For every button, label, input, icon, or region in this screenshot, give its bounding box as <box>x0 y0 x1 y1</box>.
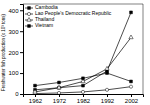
series-line <box>35 87 131 94</box>
x-tick: 1972 <box>53 94 67 104</box>
x-tick: 2002 <box>125 94 139 104</box>
series-line <box>35 12 131 89</box>
x-tick: 1992 <box>101 94 115 104</box>
series-marker <box>33 89 37 93</box>
legend-swatch <box>27 12 30 15</box>
x-tick: 1982 <box>77 94 91 104</box>
y-tick-label: 100 <box>8 70 19 76</box>
legend: CambodiaLao People's Democratic Republic… <box>25 4 112 28</box>
series-marker <box>34 84 37 87</box>
y-tick-mark <box>20 73 23 74</box>
series-line <box>35 73 131 86</box>
series-marker <box>129 35 133 39</box>
legend-swatch <box>25 26 33 27</box>
legend-item: Vietnam <box>25 22 53 28</box>
y-axis-title: Freshwater fish production (x 10³ tons) <box>1 13 6 91</box>
series-marker <box>57 91 60 94</box>
x-tick-mark <box>131 94 132 97</box>
series-marker <box>82 84 85 87</box>
y-tick: 0 <box>15 91 23 97</box>
y-tick-mark <box>20 52 23 53</box>
series-marker <box>105 66 109 70</box>
series-marker <box>130 11 133 14</box>
series-marker <box>106 72 109 75</box>
y-axis-line <box>20 5 24 95</box>
x-axis: 1962 1972 1982 1992 2002 <box>24 94 144 104</box>
x-axis-line <box>24 95 144 98</box>
chart: 1962 1972 1982 1992 2002 0 100 200 300 400Freshwa… <box>0 0 150 105</box>
x-tick-mark <box>35 94 36 97</box>
legend-swatch <box>28 25 31 28</box>
y-tick-label: 200 <box>8 50 19 56</box>
y-tick-mark <box>20 94 23 95</box>
series-marker <box>130 80 133 83</box>
plot-area <box>33 11 133 94</box>
series-marker <box>57 85 61 89</box>
series-marker <box>82 77 85 80</box>
series-marker <box>58 81 61 84</box>
legend-swatch <box>28 7 31 10</box>
x-tick-mark <box>107 94 108 97</box>
plot-frame <box>143 4 144 94</box>
y-tick-mark <box>20 10 23 11</box>
x-tick: 1962 <box>29 94 43 104</box>
x-tick-label: 1982 <box>77 98 91 104</box>
y-tick-label: 400 <box>8 8 19 14</box>
legend-swatch <box>25 8 33 9</box>
legend-label: Vietnam <box>35 22 53 28</box>
x-tick-label: 1972 <box>53 98 67 104</box>
x-tick-label: 1992 <box>101 98 115 104</box>
x-tick-label: 1962 <box>29 98 43 104</box>
y-axis: 0 100 200 300 400 <box>8 5 23 98</box>
x-tick-mark <box>59 94 60 97</box>
series-marker <box>105 88 108 91</box>
y-tick: 200 <box>8 50 23 56</box>
series-marker <box>81 90 84 93</box>
y-tick: 300 <box>8 29 23 35</box>
y-tick: 400 <box>8 8 23 14</box>
y-tick-label: 300 <box>8 29 19 35</box>
y-tick-label: 0 <box>15 91 19 97</box>
x-tick-label: 2002 <box>125 98 139 104</box>
x-tick-mark <box>83 94 84 97</box>
series-marker <box>129 85 132 88</box>
y-tick-mark <box>20 31 23 32</box>
legend-swatch <box>27 18 31 22</box>
series-line <box>35 37 131 91</box>
y-tick: 100 <box>8 70 23 76</box>
